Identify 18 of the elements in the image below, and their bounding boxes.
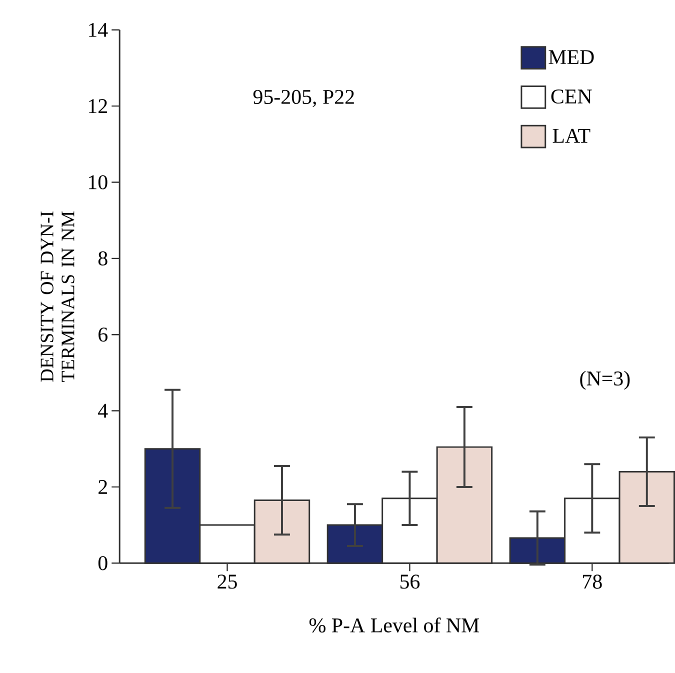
x-axis-title: % P-A Level of NM — [309, 618, 480, 633]
x-tick-label: 56 — [400, 574, 420, 589]
y-axis-title: DENSITY OF DYN-I TERMINALS IN NM — [40, 211, 74, 382]
y-tick-label: 12 — [89, 99, 107, 114]
y-tick-label: 2 — [98, 480, 107, 494]
x-tick-label: 25 — [218, 574, 237, 589]
x-tick-label: 78 — [583, 574, 602, 589]
legend-label: CEN — [551, 90, 592, 104]
annotation: (N=3) — [580, 370, 630, 390]
y-tick-label: 4 — [98, 404, 108, 418]
legend-label: LAT — [552, 128, 590, 143]
y-tick-label: 0 — [98, 556, 108, 570]
y-tick-label: 10 — [89, 175, 108, 190]
legend-label: MED — [548, 50, 594, 64]
y-tick-label: 6 — [98, 328, 108, 342]
y-tick-label: 8 — [98, 251, 108, 266]
y-tick-label: 14 — [89, 23, 108, 37]
annotation: 95-205, P22 — [253, 90, 354, 108]
